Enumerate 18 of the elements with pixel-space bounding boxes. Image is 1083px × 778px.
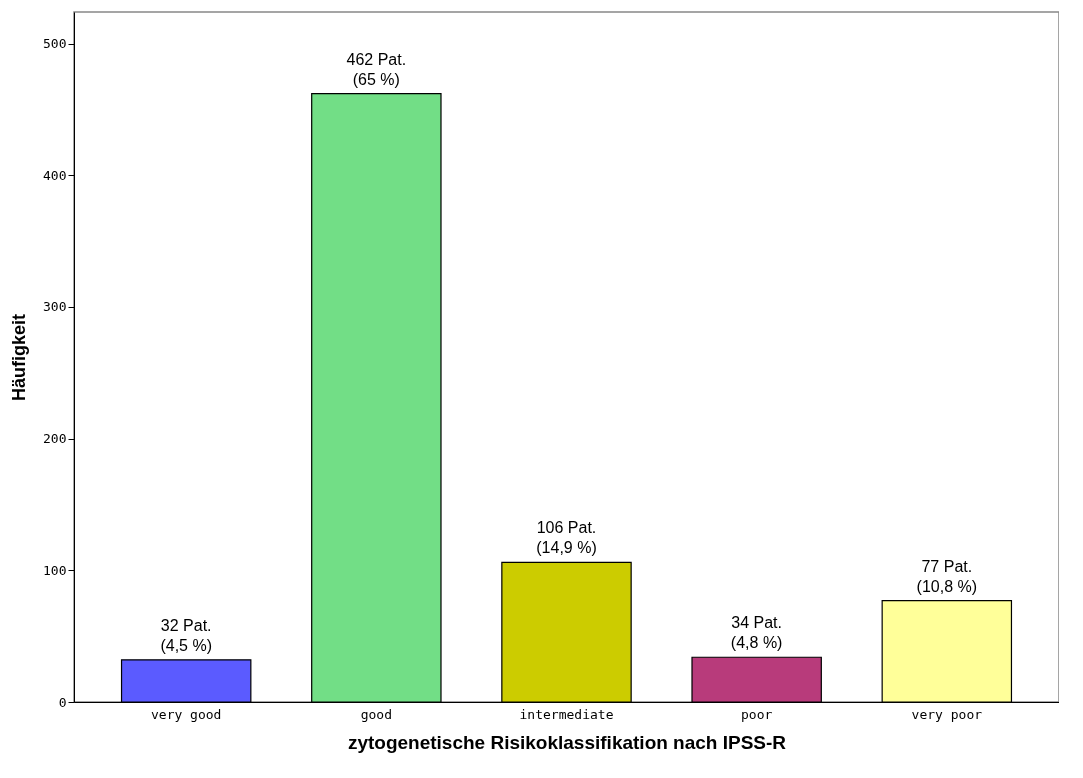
data-label: 77 Pat. (10,8 %) xyxy=(916,557,978,595)
x-tick-label: very poor xyxy=(911,706,983,722)
data-label: 462 Pat. (65 %) xyxy=(346,50,407,88)
y-tick-label: 300 xyxy=(43,299,67,315)
y-axis-title: Häufigkeit xyxy=(9,313,30,402)
data-label: 32 Pat. (4,5 %) xyxy=(160,616,212,654)
data-label: 106 Pat. (14,9 %) xyxy=(536,519,597,557)
x-tick-label: poor xyxy=(741,706,773,722)
data-label: 34 Pat. (4,8 %) xyxy=(730,614,783,652)
y-tick-label: 500 xyxy=(43,36,67,52)
x-tick-label: very good xyxy=(150,706,222,722)
y-tick-label: 200 xyxy=(43,431,67,447)
x-tick-label: intermediate xyxy=(519,706,614,722)
x-axis-title: zytogenetische Risikoklassifikation nach IPSS-R xyxy=(347,731,787,753)
y-tick-label: 0 xyxy=(58,694,67,710)
y-tick-label: 100 xyxy=(43,562,67,578)
y-tick-label: 400 xyxy=(43,167,67,183)
x-tick-label: good xyxy=(360,706,392,722)
